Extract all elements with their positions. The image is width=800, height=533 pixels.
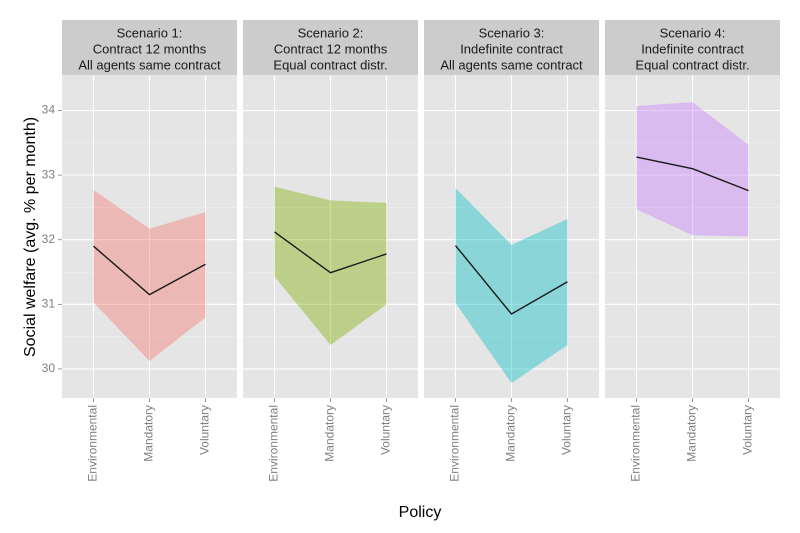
x-tick-label: Voluntary — [560, 405, 574, 455]
x-tick-label: Voluntary — [741, 405, 755, 455]
y-axis: 30 31 32 33 34 — [42, 103, 62, 375]
x-tick-label: Voluntary — [198, 405, 212, 455]
x-tick-label: Environmental — [448, 405, 462, 482]
y-tick-label: 34 — [42, 103, 56, 117]
facet-strip-label: Contract 12 months — [93, 41, 207, 56]
x-axis-title: Policy — [399, 504, 442, 521]
x-tick-label: Mandatory — [504, 405, 518, 462]
facet-strip-label: Scenario 1: — [117, 25, 183, 40]
mean-line — [454, 245, 568, 315]
x-tick-label: Mandatory — [685, 405, 699, 462]
facet-strip-label: All agents same contract — [78, 57, 221, 72]
facet-strip-label: Contract 12 months — [274, 41, 388, 56]
mean-line — [636, 156, 749, 192]
x-tick-label: Environmental — [267, 405, 281, 482]
facet-strip-label: Indefinite contract — [641, 41, 744, 56]
y-tick-label: 33 — [42, 167, 56, 181]
facet-strip — [605, 20, 780, 75]
y-axis-title: Social welfare (avg. % per month) — [22, 117, 39, 357]
x-tick-label: Mandatory — [142, 405, 156, 462]
facet-strip-label: Equal contract distr. — [635, 57, 749, 72]
facet-strip — [62, 20, 237, 75]
confidence-ribbon — [93, 189, 206, 362]
y-tick-label: 31 — [42, 297, 56, 311]
x-tick-label: Voluntary — [379, 405, 393, 455]
facet-strip-label: Scenario 4: — [660, 25, 726, 40]
confidence-ribbon — [274, 186, 387, 346]
facet-strip-label: Scenario 2: — [298, 25, 364, 40]
facet-strip — [424, 20, 599, 75]
x-tick-label: Environmental — [629, 405, 643, 482]
x-tick-label: Environmental — [86, 405, 100, 482]
x-tick-label: Mandatory — [323, 405, 337, 462]
facet-strip-label: Indefinite contract — [460, 41, 563, 56]
facet-strip-label: Equal contract distr. — [273, 57, 387, 72]
facet-strip-label: All agents same contract — [440, 57, 583, 72]
y-tick-label: 32 — [42, 232, 56, 246]
mean-line — [93, 245, 206, 296]
facet-strip — [243, 20, 418, 75]
facet-strip-label: Scenario 3: — [479, 25, 545, 40]
y-tick-label: 30 — [42, 361, 56, 375]
confidence-ribbon — [455, 188, 568, 384]
mean-line — [274, 231, 387, 274]
